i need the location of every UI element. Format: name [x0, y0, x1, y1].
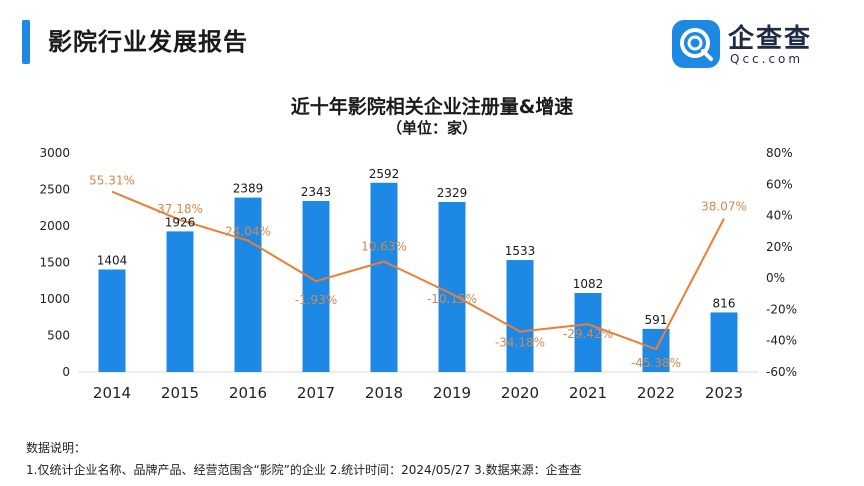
growth-line	[111, 190, 725, 351]
line-value-label: -29.42%	[563, 327, 613, 341]
qcc-logo-icon	[672, 20, 720, 68]
x-tick-label: 2016	[229, 384, 267, 402]
bar-value-label: 2329	[437, 186, 468, 200]
y-tick-label: 500	[47, 329, 70, 343]
line-value-label: 10.63%	[361, 240, 407, 254]
bar-value-label: 1082	[573, 277, 604, 291]
page-title: 影院行业发展报告	[48, 28, 248, 56]
x-tick-label: 2023	[705, 384, 743, 402]
bar-value-label: 2592	[369, 167, 400, 181]
bar	[166, 231, 194, 372]
y2-tick-label: -20%	[766, 302, 797, 316]
line-value-label: -1.93%	[295, 293, 337, 307]
y-tick-label: 1500	[39, 256, 70, 270]
x-tick-label: 2020	[501, 384, 539, 402]
bar	[302, 200, 330, 372]
bar	[574, 293, 602, 372]
y-tick-label: 2500	[39, 183, 70, 197]
bar	[710, 312, 738, 372]
brand-logo: 企查查 Qcc.com	[670, 18, 850, 70]
y2-tick-label: 40%	[766, 209, 793, 223]
logo-name-en: Qcc.com	[730, 52, 804, 66]
y2-tick-label: 80%	[766, 146, 793, 160]
bar	[506, 260, 534, 372]
y2-tick-label: -60%	[766, 365, 797, 379]
x-tick-label: 2022	[637, 384, 675, 402]
x-tick-label: 2019	[433, 384, 471, 402]
header-accent-bar	[22, 20, 30, 64]
y2-tick-label: 60%	[766, 177, 793, 191]
notes-heading: 数据说明：	[26, 441, 87, 455]
x-tick-label: 2015	[161, 384, 199, 402]
bar	[234, 197, 262, 372]
line-value-label: -45.38%	[631, 356, 681, 370]
y-tick-label: 2000	[39, 219, 70, 233]
line-value-label: 55.31%	[89, 174, 135, 188]
bar-value-label: 1926	[165, 215, 196, 229]
line-value-label: -10.15%	[427, 292, 477, 306]
bar	[642, 328, 670, 372]
y-tick-label: 1000	[39, 292, 70, 306]
line-value-label: 37.18%	[157, 202, 203, 216]
line-value-label: -34.18%	[495, 336, 545, 350]
y2-tick-label: 0%	[766, 271, 785, 285]
bar	[438, 201, 466, 372]
x-tick-label: 2018	[365, 384, 403, 402]
chart-subtitle: （单位：家）	[386, 119, 477, 137]
y2-tick-label: -40%	[766, 334, 797, 348]
chart-title: 近十年影院相关企业注册量&增速	[290, 96, 574, 118]
y2-tick-label: 20%	[766, 240, 793, 254]
bar	[98, 269, 126, 372]
notes-text: 1.仅统计企业名称、品牌产品、经营范围含“影院”的企业 2.统计时间：2024/…	[26, 463, 582, 477]
y-tick-label: 3000	[39, 146, 70, 160]
bar-value-label: 1533	[505, 244, 536, 258]
line-value-label: 38.07%	[701, 200, 747, 214]
x-tick-label: 2021	[569, 384, 607, 402]
bar-value-label: 816	[713, 296, 736, 310]
x-tick-label: 2017	[297, 384, 335, 402]
bar-value-label: 2389	[233, 182, 264, 196]
x-tick-label: 2014	[93, 384, 131, 402]
line-value-label: 24.04%	[225, 225, 271, 239]
bar-value-label: 591	[645, 313, 668, 327]
bar-value-label: 1404	[97, 254, 128, 268]
y-tick-label: 0	[62, 365, 70, 379]
logo-name-cn: 企查查	[728, 24, 813, 54]
bar	[370, 182, 398, 372]
bar-value-label: 2343	[301, 185, 332, 199]
data-notes: 数据说明： 1.仅统计企业名称、品牌产品、经营范围含“影院”的企业 2.统计时间…	[26, 437, 582, 481]
